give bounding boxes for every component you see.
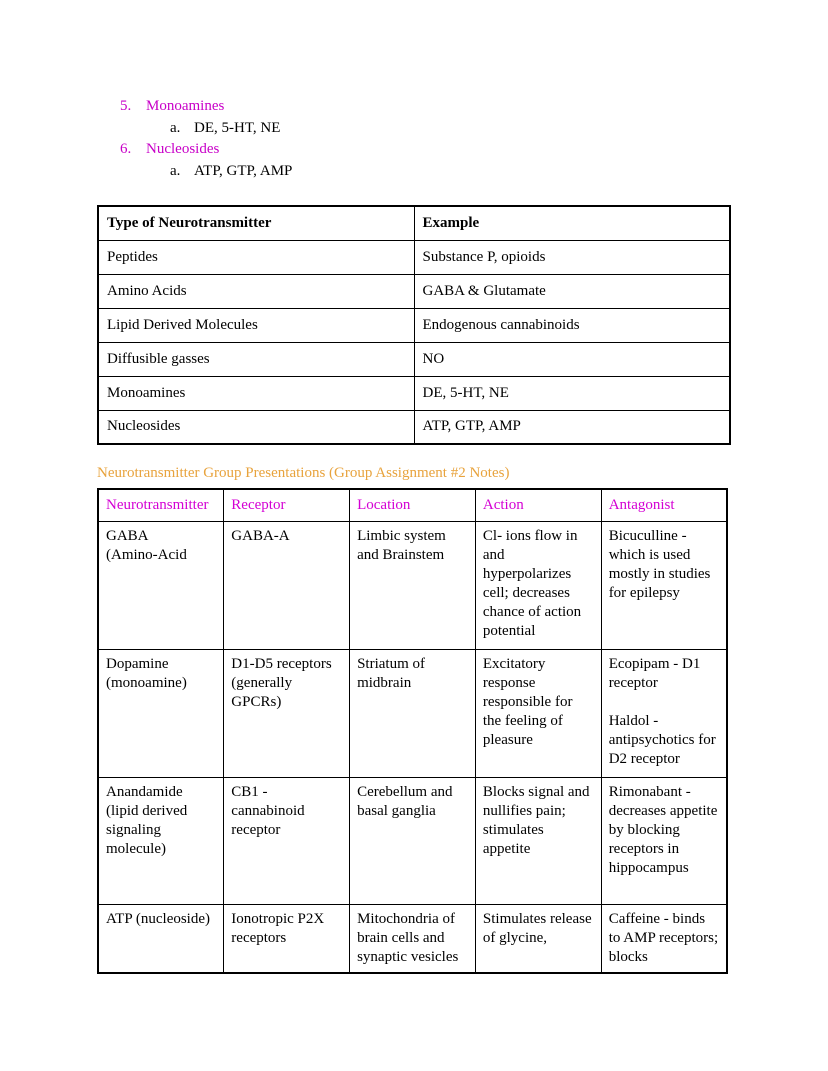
list-item-label: Nucleosides (146, 141, 220, 157)
cell-neurotransmitter: GABA (Amino-Acid (97, 520, 225, 650)
cell-example: NO (413, 341, 731, 377)
list-subitem-monoamines: a. DE, 5-HT, NE (120, 118, 292, 140)
cell-type: Lipid Derived Molecules (97, 307, 415, 343)
cell-neurotransmitter: Anandamide (lipid derived signaling mole… (97, 776, 225, 905)
cell-location: Cerebellum and basal ganglia (349, 776, 476, 905)
cell-action: Excitatory response responsible for the … (474, 648, 602, 778)
header-type: Type of Neurotransmitter (97, 205, 415, 241)
list-subitem-nucleosides: a. ATP, GTP, AMP (120, 161, 292, 183)
list-item-nucleosides: 6. Nucleosides (120, 139, 292, 161)
cell-antagonist: Rimonabant - decreases appetite by block… (600, 776, 728, 905)
cell-location: Mitochondria of brain cells and synaptic… (349, 903, 476, 973)
table-row-atp: ATP (nucleoside) Ionotropic P2X receptor… (97, 903, 728, 973)
cell-example: DE, 5-HT, NE (413, 375, 731, 411)
cell-antagonist: Ecopipam - D1 receptor Haldol - antipsyc… (600, 648, 728, 778)
cell-example: GABA & Glutamate (413, 273, 731, 309)
cell-neurotransmitter: ATP (nucleoside) (97, 903, 225, 973)
cell-location: Striatum of midbrain (349, 648, 476, 778)
list-item-monoamines: 5. Monoamines (120, 96, 292, 118)
cell-example: ATP, GTP, AMP (413, 409, 731, 445)
header-antagonist: Antagonist (600, 488, 728, 522)
table-header-row: Type of Neurotransmitter Example (97, 205, 731, 241)
cell-receptor: Ionotropic P2X receptors (223, 903, 351, 973)
header-neurotransmitter: Neurotransmitter (97, 488, 225, 522)
cell-action: Stimulates release of glycine, (474, 903, 602, 973)
table-row: Peptides Substance P, opioids (97, 239, 731, 275)
type-of-neurotransmitter-table: Type of Neurotransmitter Example Peptide… (97, 205, 731, 445)
table-row: Diffusible gasses NO (97, 341, 731, 377)
header-receptor: Receptor (223, 488, 351, 522)
cell-type: Peptides (97, 239, 415, 275)
table-row-gaba: GABA (Amino-Acid GABA-A Limbic system an… (97, 520, 728, 650)
cell-example: Endogenous cannabinoids (413, 307, 731, 343)
header-example: Example (413, 205, 731, 241)
list-item-label: ATP, GTP, AMP (194, 162, 293, 179)
table-row: Nucleosides ATP, GTP, AMP (97, 409, 731, 445)
list-item-label: Monoamines (146, 98, 225, 114)
presentation-table: Neurotransmitter Receptor Location Actio… (97, 488, 728, 974)
cell-type: Nucleosides (97, 409, 415, 445)
cell-receptor: GABA-A (223, 520, 351, 650)
cell-action: Cl- ions flow in and hyperpolarizes cell… (474, 520, 602, 650)
cell-example: Substance P, opioids (413, 239, 731, 275)
cell-antagonist: Bicuculline - which is used mostly in st… (600, 520, 728, 650)
table-row-anandamide: Anandamide (lipid derived signaling mole… (97, 776, 728, 905)
cell-receptor: D1-D5 receptors (generally GPCRs) (223, 648, 351, 778)
list-item-label: DE, 5-HT, NE (194, 119, 281, 136)
list-marker: a. (170, 119, 181, 136)
list-marker: 6. (120, 141, 132, 157)
outline-list: 5. Monoamines a. DE, 5-HT, NE 6. Nucleos… (120, 96, 292, 182)
cell-neurotransmitter: Dopamine (monoamine) (97, 648, 225, 778)
cell-type: Monoamines (97, 375, 415, 411)
cell-type: Diffusible gasses (97, 341, 415, 377)
cell-type: Amino Acids (97, 273, 415, 309)
list-marker: a. (170, 162, 181, 179)
header-location: Location (349, 488, 476, 522)
cell-location: Limbic system and Brainstem (349, 520, 476, 650)
table-row: Amino Acids GABA & Glutamate (97, 273, 731, 309)
table-header-row: Neurotransmitter Receptor Location Actio… (97, 488, 728, 522)
table-row-dopamine: Dopamine (monoamine) D1-D5 receptors (ge… (97, 648, 728, 778)
cell-receptor: CB1 - cannabinoid receptor (223, 776, 351, 905)
header-action: Action (474, 488, 602, 522)
cell-action: Blocks signal and nullifies pain; stimul… (474, 776, 602, 905)
list-marker: 5. (120, 98, 132, 114)
table-row: Monoamines DE, 5-HT, NE (97, 375, 731, 411)
table-row: Lipid Derived Molecules Endogenous canna… (97, 307, 731, 343)
section-heading: Neurotransmitter Group Presentations (Gr… (97, 465, 510, 481)
cell-antagonist: Caffeine - binds to AMP receptors; block… (600, 903, 728, 973)
